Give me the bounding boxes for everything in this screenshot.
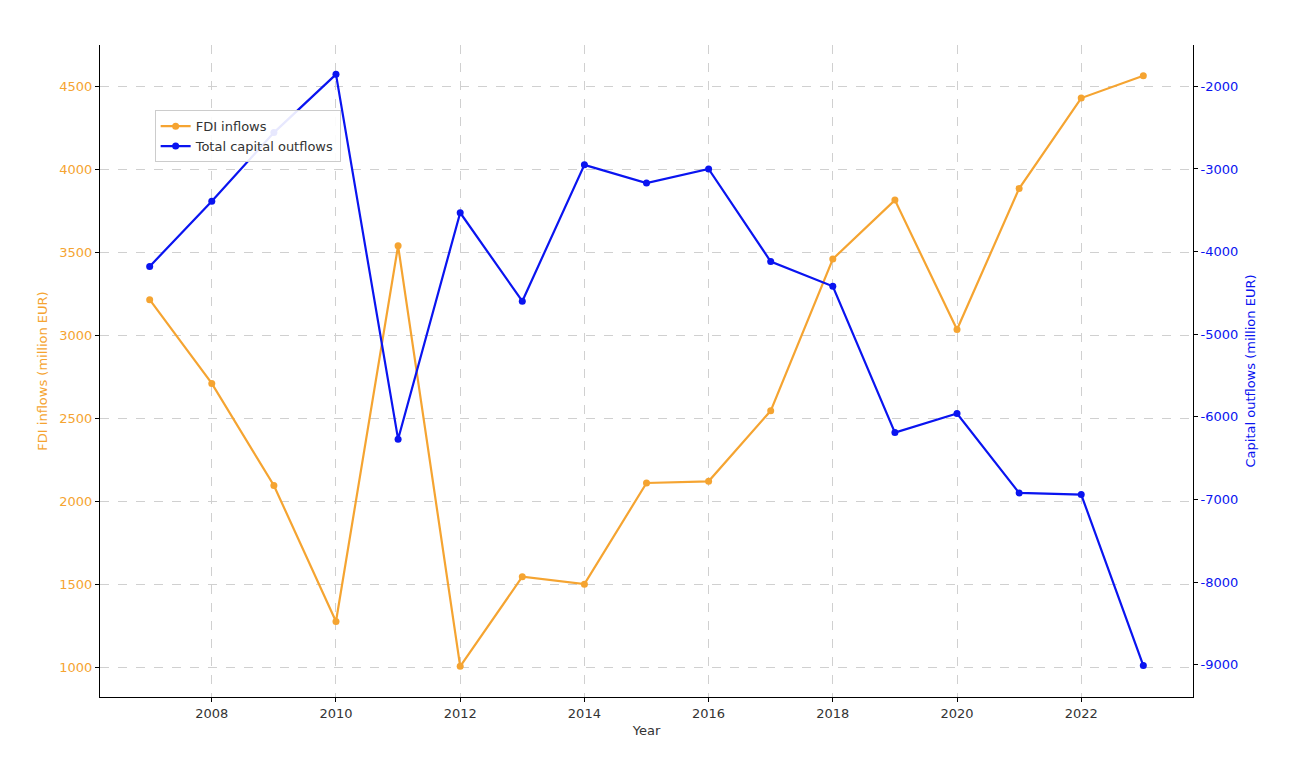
- svg-text:-8000: -8000: [1201, 575, 1239, 590]
- svg-text:2008: 2008: [195, 706, 228, 721]
- svg-text:4000: 4000: [59, 162, 92, 177]
- svg-text:-9000: -9000: [1201, 657, 1239, 672]
- svg-text:2012: 2012: [444, 706, 477, 721]
- svg-text:FDI inflows: FDI inflows: [196, 119, 267, 134]
- svg-text:-2000: -2000: [1201, 79, 1239, 94]
- svg-text:-7000: -7000: [1201, 492, 1239, 507]
- svg-text:2014: 2014: [568, 706, 601, 721]
- svg-text:3000: 3000: [59, 328, 92, 343]
- svg-text:-6000: -6000: [1201, 409, 1239, 424]
- svg-text:1000: 1000: [59, 660, 92, 675]
- svg-text:2010: 2010: [319, 706, 352, 721]
- svg-text:Total capital outflows: Total capital outflows: [195, 139, 333, 154]
- svg-text:FDI inflows (million EUR): FDI inflows (million EUR): [35, 291, 50, 450]
- svg-text:2020: 2020: [940, 706, 973, 721]
- svg-text:2022: 2022: [1065, 706, 1098, 721]
- svg-text:Capital outflows (million EUR): Capital outflows (million EUR): [1243, 274, 1258, 467]
- svg-text:-3000: -3000: [1201, 162, 1239, 177]
- svg-text:-4000: -4000: [1201, 244, 1239, 259]
- svg-text:2018: 2018: [816, 706, 849, 721]
- svg-text:3500: 3500: [59, 245, 92, 260]
- svg-text:4500: 4500: [59, 79, 92, 94]
- svg-text:2000: 2000: [59, 494, 92, 509]
- svg-text:2016: 2016: [692, 706, 725, 721]
- svg-text:2500: 2500: [59, 411, 92, 426]
- svg-text:-5000: -5000: [1201, 327, 1239, 342]
- svg-text:1500: 1500: [59, 577, 92, 592]
- svg-text:Year: Year: [632, 723, 661, 738]
